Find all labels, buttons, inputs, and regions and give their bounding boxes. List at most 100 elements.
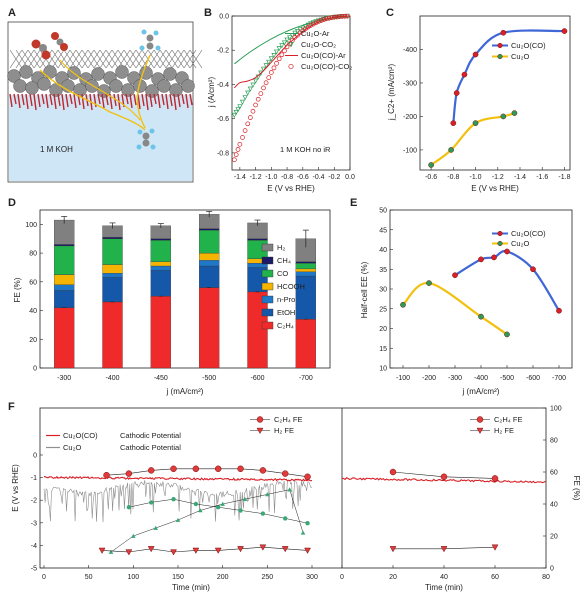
b-series-point bbox=[266, 75, 272, 80]
d-bar-segment bbox=[54, 290, 75, 308]
f-cu2o-c2h4-point bbox=[238, 508, 243, 513]
ionomer-strand bbox=[101, 93, 105, 109]
b-series-point bbox=[235, 107, 241, 113]
f-fe-legend-label: C₂H₄ FE bbox=[274, 415, 302, 424]
ionomer-strand bbox=[177, 93, 181, 108]
c-legend-marker bbox=[497, 42, 503, 49]
panel-f-legend: Cu₂O(CO) Cathodic Potential Cu₂O Cathodic P… bbox=[46, 415, 522, 452]
f-potential-legend-desc: Cathodic Potential bbox=[120, 431, 181, 440]
ionomer-strand bbox=[9, 93, 13, 108]
d-bar-segment bbox=[295, 319, 316, 369]
f-h2-point bbox=[192, 547, 200, 554]
d-bar-segment bbox=[102, 237, 123, 239]
b-series-point bbox=[334, 14, 340, 20]
d-bar-segment bbox=[199, 260, 220, 267]
panel-c: C -0.6 -0.8 -1.0 -1.2 -1.4 -1.6 -1.8 -100 -200 -3… bbox=[386, 7, 571, 193]
e-series-line bbox=[402, 281, 508, 336]
ionomer-strand bbox=[125, 93, 129, 105]
b-series-point bbox=[345, 13, 350, 19]
b-series-point bbox=[271, 65, 277, 71]
f-cu2o-c2h4-point bbox=[283, 516, 288, 521]
ionomer-strand bbox=[181, 93, 185, 105]
d-legend-label: CH₄ bbox=[277, 256, 291, 265]
e-series-point bbox=[478, 256, 484, 263]
f-h2-point bbox=[237, 546, 244, 553]
panel-d-bars bbox=[54, 211, 316, 369]
f-c2h4-line bbox=[106, 468, 308, 478]
b-ytick-label: -0.4 bbox=[217, 82, 229, 89]
c-series-line bbox=[430, 112, 515, 166]
b-series-point bbox=[274, 60, 279, 66]
catalyst-sphere bbox=[145, 84, 159, 98]
b-series-line bbox=[234, 15, 351, 89]
f-xtick-label: 300 bbox=[306, 574, 318, 581]
c-legend-label: Cu₂O bbox=[511, 52, 529, 61]
ionomer-strand bbox=[33, 93, 37, 111]
panel-c-series bbox=[428, 28, 568, 168]
e-xtick-label: -500 bbox=[500, 375, 514, 382]
b-xtick-label: -0.2 bbox=[328, 174, 340, 181]
d-legend-label: HCOOH bbox=[277, 282, 305, 291]
f-xtick-label: 20 bbox=[389, 574, 397, 581]
mesh-line bbox=[153, 49, 167, 69]
b-series-point bbox=[337, 14, 342, 19]
ionomer-strand bbox=[61, 93, 65, 111]
b-series-point bbox=[240, 135, 245, 140]
f-potential-legend-desc: Cathodic Potential bbox=[120, 443, 181, 452]
b-legend-swatch bbox=[288, 63, 294, 70]
f-cu2o-c2h4-point bbox=[126, 505, 132, 510]
d-xtick-label: -300 bbox=[57, 375, 71, 382]
d-bar-segment bbox=[150, 265, 171, 271]
mesh-line bbox=[21, 49, 35, 69]
electrolyte-label: 1 M KOH bbox=[40, 145, 73, 154]
f-xtick-label: 40 bbox=[440, 574, 448, 581]
e-series-point bbox=[491, 254, 497, 261]
b-series-point bbox=[274, 49, 280, 55]
b-series-point bbox=[233, 110, 239, 116]
b-xtick-label: -0.8 bbox=[281, 174, 293, 181]
f-cu2o-h2-point bbox=[220, 501, 225, 506]
e-xtick-label: -700 bbox=[552, 375, 566, 382]
catalyst-sphere bbox=[85, 79, 99, 93]
e-series-point bbox=[530, 266, 536, 273]
f-h2-point-right bbox=[389, 546, 397, 553]
c-series-point bbox=[450, 120, 457, 126]
d-legend-swatch bbox=[261, 282, 274, 291]
catalyst-sphere bbox=[109, 79, 123, 93]
e-ytick-label: 20 bbox=[379, 326, 387, 333]
mesh-line bbox=[105, 49, 119, 69]
f-fe-legend-label: C₂H₄ FE bbox=[494, 415, 522, 424]
panel-c-axes bbox=[419, 15, 571, 171]
b-series-point bbox=[310, 21, 316, 27]
b-series-point bbox=[231, 112, 237, 119]
d-xtick-label: -400 bbox=[105, 375, 119, 382]
product-molecule-bottom bbox=[136, 128, 156, 150]
d-bar-segment bbox=[54, 244, 75, 247]
catalyst-sphere bbox=[157, 79, 171, 93]
f-cu2o-c2h4-point bbox=[171, 497, 176, 502]
ionomer-strand bbox=[137, 93, 141, 110]
b-xtick-label: -1.4 bbox=[234, 174, 246, 181]
f-h2-line bbox=[102, 546, 308, 553]
f-c2h4-point bbox=[103, 471, 110, 479]
b-series-point bbox=[276, 46, 282, 52]
ionomer-strand bbox=[97, 93, 101, 105]
f-cu2o-h2-point bbox=[287, 487, 292, 492]
f-h2-point bbox=[170, 549, 177, 556]
c-xtick-label: -0.6 bbox=[425, 174, 437, 181]
b-series-point bbox=[284, 44, 290, 50]
c-series-point bbox=[461, 71, 468, 78]
d-legend-label: C₂H₄ bbox=[277, 321, 294, 330]
e-ytick-label: 15 bbox=[379, 346, 387, 353]
b-legend-label: Cu₂O(CO)-Ar bbox=[301, 51, 346, 60]
b-series-point bbox=[258, 70, 264, 76]
mesh-line bbox=[129, 49, 143, 69]
ionomer-strand bbox=[157, 93, 161, 109]
catalyst-sphere bbox=[37, 77, 51, 91]
mesh-line bbox=[81, 49, 95, 69]
d-bar-segment bbox=[54, 307, 75, 369]
d-ytick-label: 60 bbox=[29, 279, 37, 286]
f-cu2o-potential bbox=[43, 479, 313, 523]
c-legend-label: Cu₂O(CO) bbox=[511, 41, 546, 50]
mesh-line bbox=[9, 49, 23, 69]
